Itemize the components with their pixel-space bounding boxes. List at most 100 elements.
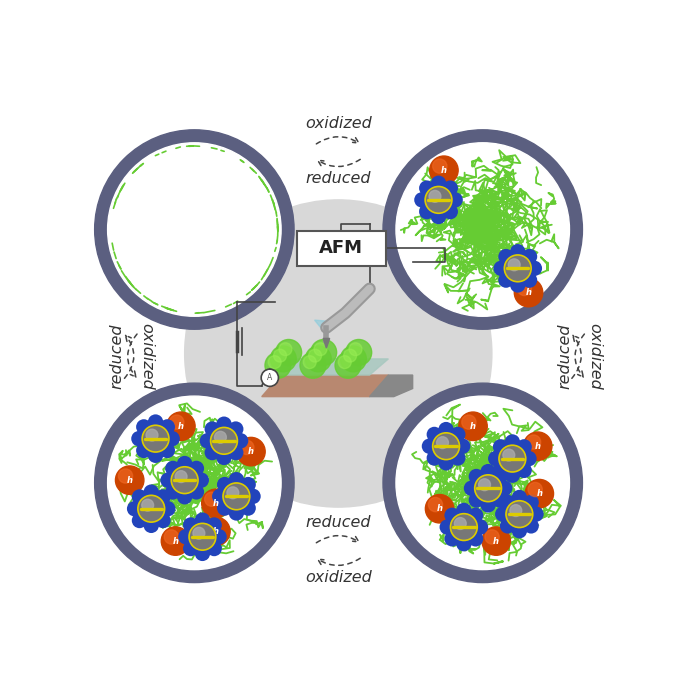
Circle shape xyxy=(177,489,192,505)
Circle shape xyxy=(239,440,254,454)
Circle shape xyxy=(528,506,544,522)
Circle shape xyxy=(155,489,171,505)
Circle shape xyxy=(161,527,190,555)
Circle shape xyxy=(314,343,327,356)
Text: reduced: reduced xyxy=(557,323,572,389)
Circle shape xyxy=(305,346,331,372)
Circle shape xyxy=(206,517,222,533)
Circle shape xyxy=(204,421,220,437)
Circle shape xyxy=(428,498,442,512)
Circle shape xyxy=(522,249,537,265)
Text: oxidized: oxidized xyxy=(305,570,372,585)
Circle shape xyxy=(132,489,147,505)
Circle shape xyxy=(222,482,251,510)
Circle shape xyxy=(229,505,244,521)
Text: oxidized: oxidized xyxy=(305,116,372,131)
Circle shape xyxy=(510,505,522,517)
Circle shape xyxy=(261,369,279,386)
Circle shape xyxy=(454,517,466,529)
Circle shape xyxy=(183,541,198,556)
Circle shape xyxy=(433,159,447,173)
Circle shape xyxy=(503,254,532,283)
Circle shape xyxy=(335,352,361,378)
Circle shape xyxy=(495,506,510,522)
Circle shape xyxy=(204,520,219,534)
Circle shape xyxy=(517,463,532,478)
Circle shape xyxy=(165,461,181,476)
Circle shape xyxy=(173,468,197,492)
Circle shape xyxy=(419,204,435,219)
Circle shape xyxy=(419,181,435,196)
Text: h: h xyxy=(178,422,184,430)
Circle shape xyxy=(512,490,527,505)
Circle shape xyxy=(442,204,458,219)
Circle shape xyxy=(474,474,503,503)
Circle shape xyxy=(503,449,514,461)
Circle shape xyxy=(480,464,496,480)
Circle shape xyxy=(240,477,256,492)
Circle shape xyxy=(344,349,356,362)
Circle shape xyxy=(452,515,476,539)
Circle shape xyxy=(482,527,510,555)
Circle shape xyxy=(396,143,570,316)
Circle shape xyxy=(265,352,290,378)
Circle shape xyxy=(434,434,458,458)
Circle shape xyxy=(468,531,483,547)
Circle shape xyxy=(228,421,244,437)
Circle shape xyxy=(274,349,286,362)
Circle shape xyxy=(148,414,163,430)
Circle shape xyxy=(216,449,232,465)
Circle shape xyxy=(505,500,533,528)
Text: h: h xyxy=(172,537,178,545)
Text: h: h xyxy=(441,166,447,175)
Circle shape xyxy=(473,519,488,535)
Circle shape xyxy=(524,432,552,461)
Circle shape xyxy=(422,438,438,454)
Text: h: h xyxy=(437,504,442,513)
Circle shape xyxy=(212,429,236,453)
Circle shape xyxy=(228,444,244,461)
Circle shape xyxy=(498,272,514,288)
Circle shape xyxy=(155,513,171,528)
Circle shape xyxy=(526,435,540,449)
Circle shape xyxy=(217,477,232,492)
Circle shape xyxy=(237,438,265,466)
Circle shape xyxy=(517,439,532,454)
Circle shape xyxy=(510,244,526,260)
Circle shape xyxy=(430,156,458,185)
Circle shape xyxy=(510,277,526,293)
Circle shape xyxy=(488,451,503,466)
Circle shape xyxy=(164,530,178,544)
Circle shape xyxy=(340,346,366,372)
Circle shape xyxy=(146,429,158,441)
Circle shape xyxy=(450,450,466,466)
Circle shape xyxy=(189,484,204,500)
Circle shape xyxy=(132,513,147,528)
Circle shape xyxy=(199,433,215,449)
Circle shape xyxy=(476,477,500,500)
Text: oxidized: oxidized xyxy=(587,323,602,390)
Circle shape xyxy=(211,529,227,545)
Circle shape xyxy=(210,426,238,455)
Circle shape xyxy=(508,259,520,271)
Text: oxidized: oxidized xyxy=(139,323,155,390)
Circle shape xyxy=(300,352,326,378)
Circle shape xyxy=(144,427,167,451)
Circle shape xyxy=(204,492,219,506)
Circle shape xyxy=(225,484,248,508)
Circle shape xyxy=(346,340,372,365)
Circle shape xyxy=(240,500,256,516)
Circle shape xyxy=(497,480,512,496)
Circle shape xyxy=(383,383,582,582)
Circle shape xyxy=(492,492,508,508)
Circle shape xyxy=(189,461,204,476)
Circle shape xyxy=(108,143,281,316)
Circle shape xyxy=(469,469,484,484)
Circle shape xyxy=(468,508,483,523)
Circle shape xyxy=(144,517,159,533)
Polygon shape xyxy=(323,338,330,348)
Circle shape xyxy=(517,281,531,295)
Circle shape xyxy=(494,260,509,276)
Circle shape xyxy=(175,470,187,482)
Circle shape xyxy=(426,427,442,442)
